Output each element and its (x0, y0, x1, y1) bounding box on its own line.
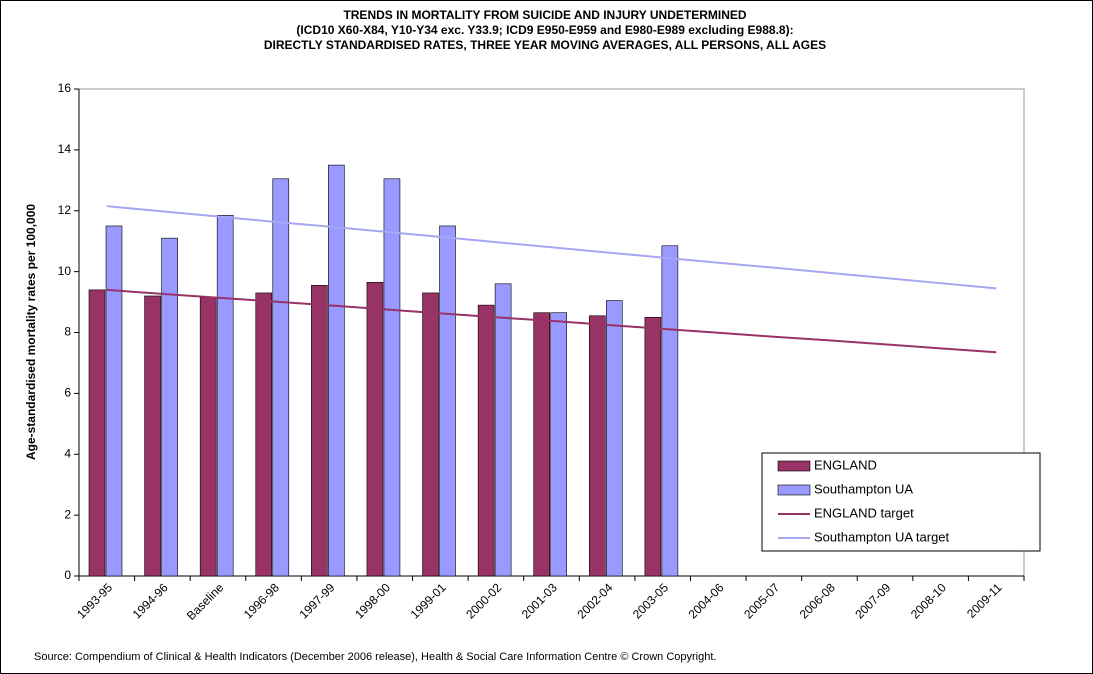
legend-label: Southampton UA (814, 481, 913, 496)
y-tick-label: 4 (64, 446, 71, 460)
bar (644, 316, 662, 577)
y-tick-label: 12 (58, 203, 72, 217)
bar (383, 178, 401, 577)
y-tick-label: 0 (64, 568, 71, 582)
line (106, 288, 997, 354)
bar (533, 312, 551, 577)
chart-title: DIRECTLY STANDARDISED RATES, THREE YEAR … (264, 38, 826, 52)
bar (605, 300, 623, 577)
bar (311, 285, 328, 577)
y-tick-label: 6 (64, 386, 71, 400)
chart-title: TRENDS IN MORTALITY FROM SUICIDE AND INJ… (343, 8, 746, 22)
legend-label: ENGLAND (814, 457, 877, 472)
line (106, 205, 997, 290)
legend-label: Southampton UA target (814, 529, 950, 544)
y-tick-label: 10 (58, 264, 72, 278)
bar (88, 289, 106, 577)
bar (550, 312, 568, 577)
chart-title: (ICD10 X60-X84, Y10-Y34 exc. Y33.9; ICD9… (296, 23, 793, 37)
legend-swatch (777, 484, 811, 496)
bar (328, 164, 345, 577)
bar (661, 245, 679, 577)
bar (255, 292, 273, 577)
bar (216, 215, 234, 577)
bar (588, 315, 606, 577)
bar (366, 281, 384, 577)
y-axis-label: Age-standardised mortality rates per 100… (24, 204, 38, 460)
y-tick-label: 2 (64, 507, 71, 521)
bar (439, 225, 456, 577)
bar (422, 292, 439, 577)
y-tick-label: 8 (64, 325, 71, 339)
y-tick-label: 16 (58, 81, 72, 95)
y-tick-label: 14 (58, 142, 72, 156)
bar (272, 178, 290, 577)
bar (199, 297, 217, 577)
source-note: Source: Compendium of Clinical & Health … (34, 651, 716, 663)
legend-label: ENGLAND target (814, 505, 914, 520)
bar (144, 295, 161, 577)
legend-swatch (777, 460, 811, 472)
bar (477, 304, 495, 577)
bar (161, 237, 178, 577)
bar (494, 283, 512, 577)
bar (105, 225, 123, 577)
